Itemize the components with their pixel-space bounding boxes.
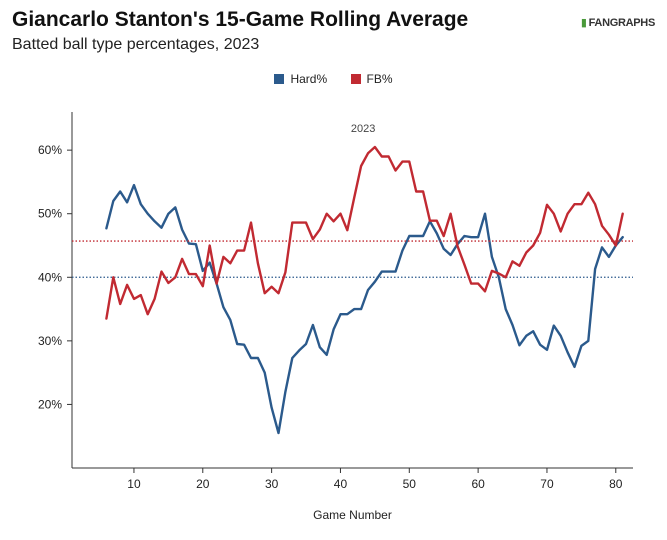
fangraphs-logo: ▮ FANGRAPHS xyxy=(581,16,655,29)
y-tick-label: 40% xyxy=(38,270,62,284)
x-axis-label: Game Number xyxy=(313,508,392,522)
y-tick-label: 50% xyxy=(38,207,62,221)
year-annotation: 2023 xyxy=(351,123,375,135)
chart-legend: Hard% FB% xyxy=(0,72,667,86)
y-tick-label: 20% xyxy=(38,397,62,411)
chart-title: Giancarlo Stanton's 15-Game Rolling Aver… xyxy=(12,8,469,31)
y-tick-label: 30% xyxy=(38,334,62,348)
fangraphs-logo-icon: ▮ xyxy=(580,17,587,29)
y-tick-label: 60% xyxy=(38,143,62,157)
x-tick-label: 10 xyxy=(127,477,141,491)
legend-label-fb: FB% xyxy=(366,72,393,86)
x-tick-label: 60 xyxy=(471,477,485,491)
x-tick-label: 50 xyxy=(403,477,417,491)
legend-swatch-fb xyxy=(350,74,361,84)
legend-item-hard: Hard% xyxy=(274,72,327,86)
x-tick-label: 70 xyxy=(540,477,554,491)
legend-swatch-hard xyxy=(274,74,285,84)
chart-subtitle: Batted ball type percentages, 2023 xyxy=(12,36,260,53)
legend-item-fb: FB% xyxy=(350,72,393,86)
fangraphs-logo-text: FANGRAPHS xyxy=(588,17,656,29)
x-tick-label: 20 xyxy=(196,477,210,491)
x-tick-label: 80 xyxy=(609,477,623,491)
x-tick-label: 40 xyxy=(334,477,348,491)
legend-label-hard: Hard% xyxy=(290,72,328,86)
x-tick-label: 30 xyxy=(265,477,279,491)
series-line-fb xyxy=(105,145,624,320)
series-line-hard xyxy=(105,183,624,435)
